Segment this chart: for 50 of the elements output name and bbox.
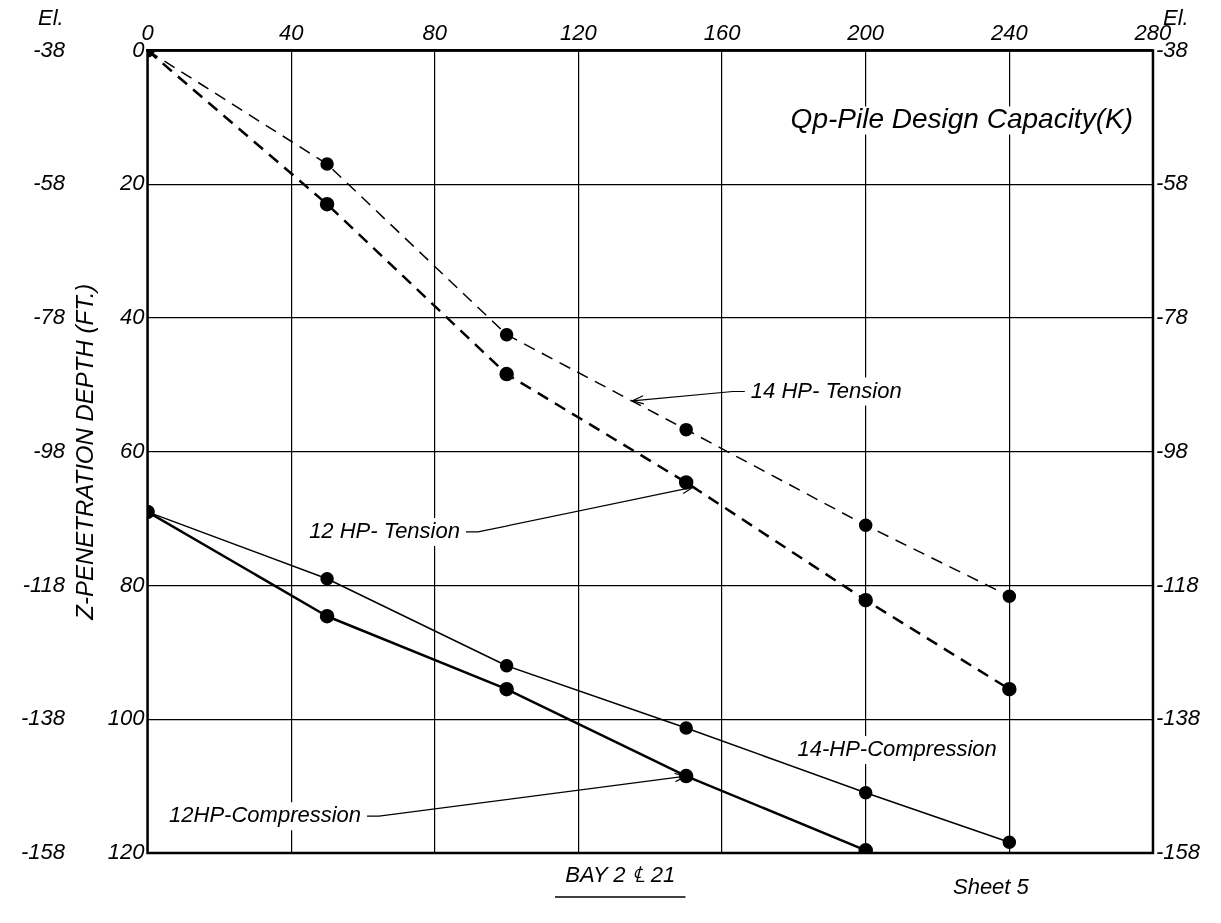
series-label: 14-HP-Compression: [797, 736, 997, 762]
y3-tick-label: -78: [33, 304, 66, 330]
text: 12 HP- Tension: [309, 518, 460, 544]
y2-tick-label: -118: [1155, 571, 1200, 597]
y2-tick-label: -138: [1155, 705, 1201, 731]
point: [1002, 835, 1017, 850]
y3-axis-title: El.: [38, 4, 64, 30]
x-tick-label: 240: [989, 20, 1029, 46]
y2-tick-label: -58: [1155, 170, 1189, 196]
y3-tick-label: -138: [20, 705, 66, 731]
point: [499, 366, 514, 382]
y2-tick-label: -78: [1155, 304, 1189, 330]
y3-tick-label: -98: [33, 437, 66, 463]
point: [1002, 589, 1017, 603]
point: [858, 786, 873, 800]
point: [320, 572, 334, 586]
point: [858, 518, 873, 533]
y2-tick-label: -98: [1155, 437, 1189, 463]
point: [499, 681, 514, 697]
text: BAY 2 ℄ 21: [565, 862, 676, 888]
point: [319, 608, 335, 624]
x-tick-label: 200: [846, 20, 885, 46]
point: [679, 721, 693, 735]
point: [319, 196, 335, 212]
y-tick-label: 120: [107, 839, 146, 865]
x-tick-label: 120: [560, 20, 598, 46]
point: [858, 592, 873, 608]
x-tick-label: 160: [703, 20, 742, 46]
y-tick-label: 40: [120, 304, 146, 330]
y2-tick-label: -158: [1155, 839, 1201, 865]
y3-tick-label: -38: [33, 36, 66, 62]
x-tick-label: 40: [278, 20, 305, 46]
point: [499, 327, 514, 342]
x-tick-label: 80: [422, 20, 448, 46]
y-tick-label: 60: [120, 437, 146, 463]
y3-tick-label: -118: [22, 571, 66, 597]
x-axis-title: Qp-Pile Design Capacity(K): [790, 103, 1133, 135]
y3-tick-label: -58: [33, 170, 66, 196]
y-tick-label: 20: [119, 170, 146, 196]
point: [320, 157, 334, 171]
point: [1002, 681, 1017, 697]
text: 12HP-Compression: [169, 802, 362, 828]
point: [679, 422, 693, 437]
text: 14 HP- Tension: [750, 377, 902, 403]
point: [499, 658, 514, 673]
y3-tick-label: -158: [20, 839, 66, 865]
y-tick-label: 80: [120, 571, 146, 597]
text: Sheet 5: [952, 874, 1030, 900]
y-axis-title: Z-PENETRATION DEPTH (FT.): [71, 283, 99, 621]
y-tick-label: 100: [107, 705, 146, 731]
